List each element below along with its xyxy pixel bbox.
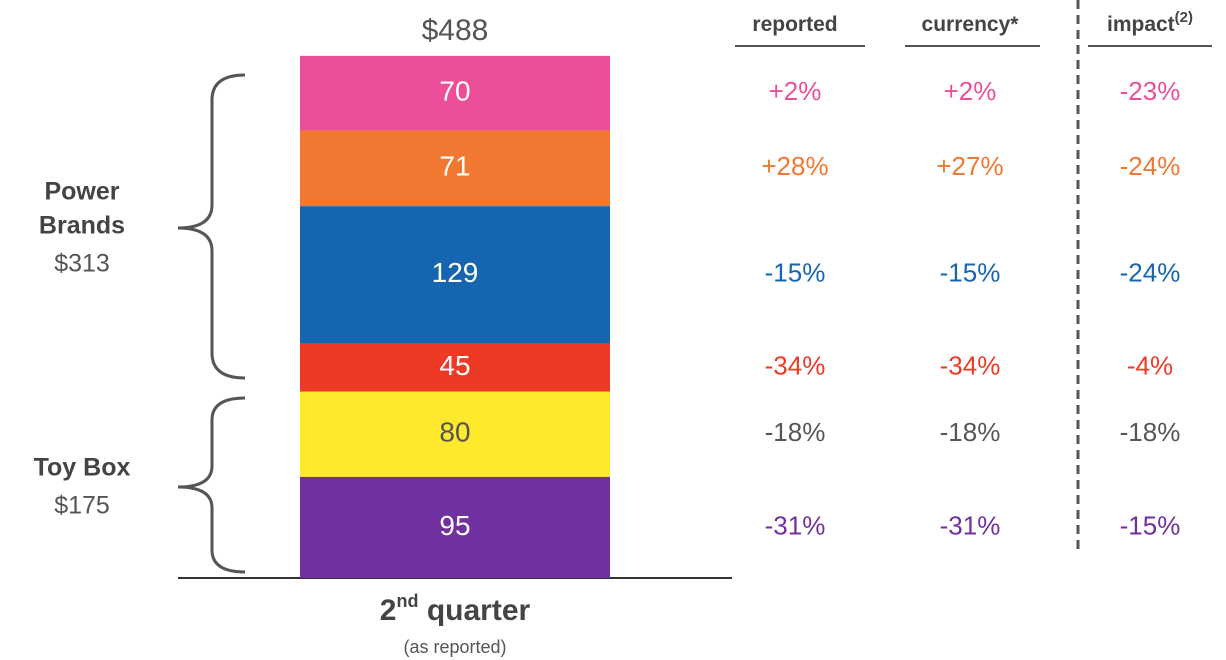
category-note: (as reported): [403, 637, 506, 657]
change-value: -18%: [940, 417, 1001, 447]
change-value: -15%: [940, 258, 1001, 288]
segment-label: 45: [439, 350, 470, 381]
change-value: +2%: [944, 76, 997, 106]
bar-segment: [300, 343, 610, 392]
change-value: -34%: [940, 350, 1001, 380]
column-header: reported: [752, 13, 837, 36]
change-value: -31%: [940, 510, 1001, 540]
category-main: 2: [380, 594, 397, 627]
change-value: -34%: [765, 350, 826, 380]
change-value: -23%: [1120, 76, 1181, 106]
bar-segment: [300, 55, 610, 131]
category-sup: nd: [396, 591, 418, 611]
change-value: -24%: [1120, 258, 1181, 288]
column-header-text: impact: [1107, 13, 1175, 36]
column-header: currency*: [922, 13, 1020, 36]
change-value: -24%: [1120, 151, 1181, 181]
change-value: -15%: [1120, 510, 1181, 540]
bar-segment: [300, 391, 610, 477]
change-value: +28%: [761, 151, 828, 181]
group-name: Toy Box: [34, 454, 131, 482]
bar-segment: [300, 206, 610, 344]
change-value: -18%: [1120, 417, 1181, 447]
category-label: 2nd quarter: [380, 591, 531, 627]
segment-label: 71: [439, 151, 470, 182]
bar-segment: [300, 130, 610, 207]
segment-label: 129: [432, 257, 479, 288]
column-header-text: reported: [752, 13, 837, 36]
column-header: impact(2): [1107, 9, 1193, 36]
bracket: [177, 73, 246, 380]
group-name: Power: [44, 178, 119, 206]
bracket: [177, 396, 246, 574]
change-value: +2%: [769, 76, 822, 106]
change-value: -15%: [765, 258, 826, 288]
change-value: -31%: [765, 510, 826, 540]
bar-segment: [300, 476, 610, 578]
change-value: -18%: [765, 417, 826, 447]
group-total: $313: [54, 250, 110, 278]
segment-label: 80: [439, 417, 470, 448]
group-name: Brands: [39, 212, 125, 240]
group-total: $175: [54, 492, 110, 520]
segment-label: 95: [439, 510, 470, 541]
column-header-sup: (2): [1175, 9, 1193, 26]
total-label: $488: [422, 14, 489, 47]
category-rest: quarter: [418, 594, 530, 627]
segment-label: 70: [439, 76, 470, 107]
change-value: -4%: [1127, 350, 1173, 380]
column-header-text: currency*: [922, 13, 1020, 36]
change-value: +27%: [936, 151, 1003, 181]
